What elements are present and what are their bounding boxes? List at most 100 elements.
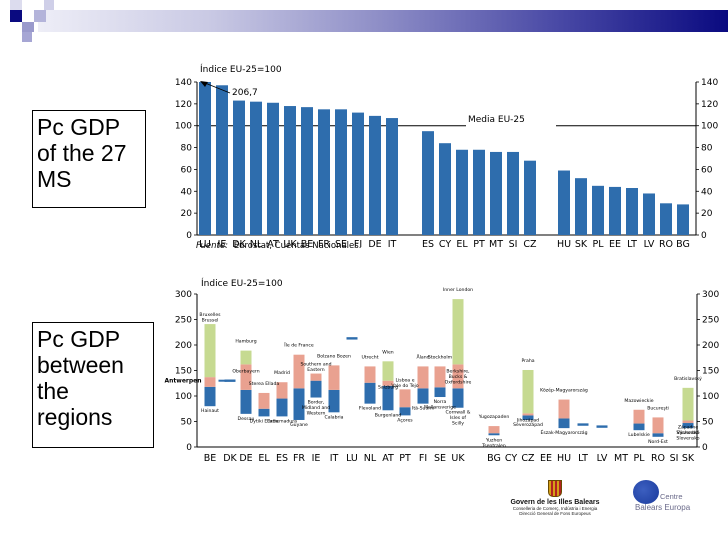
chart2-region-label-top: Lisboa e [395, 377, 414, 383]
chart1-bar-at [267, 102, 279, 235]
chart2-bar-low-pt [399, 407, 411, 416]
chart2-region-label-bottom: Itä-Suomi [412, 406, 434, 412]
chart2-ytick-label-right: 0 [702, 443, 708, 453]
chart1-annotation-arrow [204, 82, 231, 94]
chart2-region-label-bottom: Yuzhen [485, 437, 502, 443]
chart1-bar-lu [199, 82, 211, 235]
chart2-ytick-label-left: 300 [175, 290, 192, 300]
chart2-xtick-label: RO [651, 453, 665, 464]
chart2-bar-mid-uk [452, 364, 464, 389]
chart2-region-label-bottom: Východné [677, 429, 700, 436]
cbe-logo-block: Centre Balears Europa [625, 478, 725, 528]
chart2-bar-low-es [276, 398, 288, 417]
chart2-ytick-label-left: 50 [181, 418, 193, 428]
chart2-ytick-label-right: 150 [702, 367, 719, 377]
chart1-xtick-label: PT [473, 239, 485, 250]
chart1-annotation-arrowhead [200, 81, 208, 87]
chart1-ytick-label-left: 120 [175, 100, 192, 110]
chart2-region-label-bottom: Isles of [450, 415, 467, 421]
chart2-region-label-top: Île de France [284, 342, 314, 349]
chart1-xtick-label: UK [283, 239, 297, 250]
chart2-bar-low-uk [452, 388, 464, 408]
eu-stars-globe-icon [633, 480, 659, 504]
chart2-region-label-bottom: Nord-Est [648, 439, 668, 445]
chart2-region-label-bottom: Hainaut [201, 408, 219, 414]
chart1-ytick-label-right: 80 [701, 144, 713, 154]
chart2-region-label-top: Mazowieckie [624, 398, 653, 404]
countries-label-box: Pc GDP of the 27 MS [32, 110, 146, 208]
chart2-bar-mid-ro [652, 417, 664, 434]
banner-gradient-stripe [38, 10, 728, 32]
chart1-bar-el [456, 149, 468, 235]
chart2-xtick-label: PT [399, 453, 411, 464]
chart1-xtick-label: FI [354, 239, 362, 250]
chart1-ytick-label-right: 40 [701, 187, 713, 197]
chart2-region-label-bottom: Mellansverige [424, 405, 456, 411]
chart2-side-marker [218, 379, 227, 382]
chart2-marker-lu [346, 337, 358, 340]
chart2-bar-low-nl [364, 382, 376, 404]
chart1-bar-cz [524, 160, 536, 235]
chart2-ytick-label-right: 300 [702, 290, 719, 300]
chart1-bar-ie [216, 85, 228, 236]
chart2-region-label-mid: Jihozápad [516, 416, 539, 423]
chart2-xtick-label: LV [597, 453, 608, 464]
chart2-ytick-label-right: 250 [702, 316, 719, 326]
chart2-bar-low-at [382, 385, 394, 411]
chart2-region-label-bottom: Border, [308, 400, 325, 406]
chart2-region-label-bottom: Slovensko [676, 436, 699, 442]
chart1-reference-label: Media EU-25 [468, 115, 525, 125]
chart2-bar-top-cz [522, 369, 534, 414]
chart1-bar-cy [439, 143, 451, 235]
chart1-xtick-label: LV [644, 239, 655, 250]
chart2-region-label-bottom: Dytiki Ellada [250, 418, 279, 424]
chart2-ytick-label-left: 0 [186, 443, 192, 453]
chart2-bar-mid-de [240, 364, 252, 390]
chart1-bar-fi [352, 112, 364, 235]
chart2-xtick-label: DE [239, 453, 252, 464]
chart2-region-label-bottom: Açores [397, 417, 413, 423]
banner-square [22, 32, 32, 42]
chart2-bar-top-at [382, 361, 394, 381]
chart2-region-label-bottom: Flevoland [359, 406, 381, 412]
chart1-ytick-label-right: 20 [701, 209, 713, 219]
chart1-xtick-label: BE [301, 239, 314, 250]
chart1-ytick-label-right: 0 [701, 231, 707, 241]
chart2-xtick-label: UK [451, 453, 465, 464]
chart2-region-label-mid: Berkshire, [446, 368, 470, 374]
chart1-xtick-label: SK [575, 239, 588, 250]
chart2-region-label-mid: Západné [678, 423, 699, 430]
chart2-xtick-label: BE [204, 453, 217, 464]
chart1-bar-bg [677, 204, 689, 235]
chart2-region-label-bottom: Guyane [290, 422, 308, 428]
chart1-xtick-label: EL [456, 239, 468, 250]
chart1-bar-ee [609, 186, 621, 235]
chart2-bar-mid-ie [310, 373, 322, 381]
chart1-bar-hu [558, 170, 570, 235]
chart1-bar-es [422, 131, 434, 235]
chart2-region-label-top: Inner London [443, 287, 473, 293]
chart2-xtick-label: FR [293, 453, 305, 464]
chart2-bar-low-se [434, 387, 446, 398]
chart1-xtick-label: MT [489, 239, 503, 250]
banner-square [10, 0, 22, 10]
chart2-region-label-mid: Oxfordshire [445, 379, 472, 385]
chart2-bar-mid-be [204, 377, 216, 387]
chart2-bar-mid-hu [558, 399, 570, 419]
chart1-ytick-label-left: 60 [181, 165, 193, 175]
chart2-marker-dk [224, 379, 236, 382]
chart2-bar-top-de [240, 350, 252, 365]
chart1-xtick-label: ES [422, 239, 434, 250]
chart2-bar-low-sk [682, 423, 694, 429]
chart2-bar-low-be [204, 386, 216, 407]
chart1-xtick-label: SI [509, 239, 518, 250]
chart2-bar-low-de [240, 389, 252, 414]
chart2-ytick-label-right: 200 [702, 341, 719, 351]
chart2-bar-low-fr [293, 388, 305, 420]
chart2-ytick-label-right: 50 [702, 418, 714, 428]
chart2-region-label-top: Brussel [202, 318, 219, 324]
chart2-bar-mid-se [434, 366, 446, 388]
chart2-bar-mid-at [382, 380, 394, 386]
cbe-line2: Balears Europa [635, 503, 691, 512]
chart2-xtick-label: SE [434, 453, 446, 464]
